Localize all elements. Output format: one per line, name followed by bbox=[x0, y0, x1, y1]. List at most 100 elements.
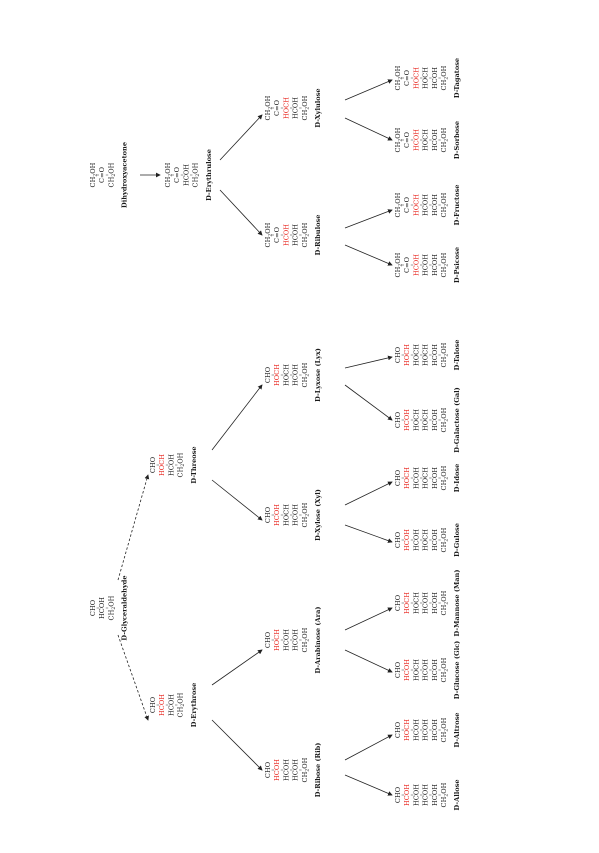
tagatose-structure: CH2OH C=O HOCH HOCH HCOH CH2OH D-Tagatose bbox=[394, 58, 461, 98]
galactose-structure: CHO HCOH HOCH HOCH HCOH CH2OH D-Galactose (Gal… bbox=[394, 387, 461, 453]
arrow-erythrose-arabinose bbox=[211, 649, 263, 686]
fructose-row-1: C=O bbox=[403, 196, 411, 213]
erythrose-row-3: CH2OH bbox=[177, 692, 187, 717]
xylulose-row-4: CH2OH bbox=[301, 95, 311, 120]
allose-row-5: CH2OH bbox=[440, 782, 450, 807]
arrow-xylulose-tagatose bbox=[344, 79, 393, 101]
ribulose-structure: CH2OH C=O HCOH HCOH CH2OH D-Ribulose bbox=[264, 215, 322, 256]
talose-row-4: HCOH bbox=[431, 344, 439, 366]
xylose-row-3: HCOH bbox=[292, 504, 300, 526]
ribulose-label: D-Ribulose bbox=[314, 215, 322, 256]
threose-structure: CHO HOCH HCOH CH2OH D-Threose bbox=[149, 446, 198, 483]
gulose-row-5: CH2OH bbox=[440, 527, 450, 552]
fructose-row-0: CH2OH bbox=[394, 192, 404, 217]
arrow-lyxose-galactose bbox=[344, 384, 393, 421]
galactose-row-3: HOCH bbox=[422, 409, 430, 431]
xylose-row-4: CH2OH bbox=[301, 502, 311, 527]
dihydroxyacetone-row-1: C=O bbox=[98, 166, 106, 183]
xylose-structure: CHO HCOH HOCH HCOH CH2OH D-Xylose (Xyl) bbox=[264, 489, 322, 541]
erythrose-row-1: HCOH bbox=[158, 694, 166, 716]
xylose-label: D-Xylose (Xyl) bbox=[314, 489, 322, 541]
mannose-row-4: HCOH bbox=[431, 592, 439, 614]
arabinose-structure: CHO HOCH HCOH HCOH CH2OH D-Arabinose (Ara) bbox=[264, 606, 322, 673]
sorbose-row-5: CH2OH bbox=[440, 127, 450, 152]
arabinose-row-1: HOCH bbox=[273, 629, 281, 651]
erythrulose-row-2: HCOH bbox=[182, 164, 190, 186]
galactose-label: D-Galactose (Gal) bbox=[453, 387, 461, 453]
idose-row-1: HOCH bbox=[403, 467, 411, 489]
arabinose-row-0: CHO bbox=[264, 631, 272, 648]
psicose-row-2: HCOH bbox=[412, 254, 420, 276]
mannose-row-0: CHO bbox=[394, 594, 402, 611]
allose-row-0: CHO bbox=[394, 786, 402, 803]
lyxose-structure: CHO HOCH HOCH HCOH CH2OH D-Lyxose (Lyx) bbox=[264, 348, 322, 402]
arrow-arabinose-mannose bbox=[344, 607, 393, 631]
tagatose-row-3: HOCH bbox=[422, 67, 430, 89]
arrow-ribose-altrose bbox=[344, 734, 393, 761]
dihydroxyacetone-row-2: CH2OH bbox=[107, 162, 117, 187]
fructose-row-5: CH2OH bbox=[440, 192, 450, 217]
arrow-glyceraldehyde-erythrose bbox=[117, 634, 149, 721]
idose-row-0: CHO bbox=[394, 469, 402, 486]
erythrulose-row-0: CH2OH bbox=[164, 162, 174, 187]
arrow-lyxose-talose bbox=[344, 355, 393, 369]
psicose-row-1: C=O bbox=[403, 256, 411, 273]
galactose-row-1: HCOH bbox=[403, 409, 411, 431]
glucose-row-1: HCOH bbox=[403, 659, 411, 681]
ribulose-row-0: CH2OH bbox=[264, 222, 274, 247]
idose-row-5: CH2OH bbox=[440, 465, 450, 490]
altrose-row-2: HCOH bbox=[412, 719, 420, 741]
talose-row-5: CH2OH bbox=[440, 342, 450, 367]
mannose-row-5: CH2OH bbox=[440, 590, 450, 615]
galactose-row-5: CH2OH bbox=[440, 407, 450, 432]
altrose-structure: CHO HOCH HCOH HCOH HCOH CH2OH D-Altrose bbox=[394, 712, 461, 747]
galactose-row-2: HOCH bbox=[412, 409, 420, 431]
arrow-erythrulose-ribulose bbox=[219, 189, 263, 236]
sorbose-row-0: CH2OH bbox=[394, 127, 404, 152]
gulose-row-1: HCOH bbox=[403, 529, 411, 551]
gulose-label: D-Gulose bbox=[453, 523, 461, 557]
altrose-row-0: CHO bbox=[394, 721, 402, 738]
idose-label: D-Idose bbox=[453, 464, 461, 493]
glucose-row-3: HCOH bbox=[422, 659, 430, 681]
erythrulose-row-3: CH2OH bbox=[192, 162, 202, 187]
arrow-ribulose-fructose bbox=[344, 209, 393, 229]
ribose-label: D-Ribose (Rib) bbox=[314, 743, 322, 798]
mannose-row-3: HCOH bbox=[422, 592, 430, 614]
glucose-row-5: CH2OH bbox=[440, 657, 450, 682]
sorbose-row-3: HOCH bbox=[422, 129, 430, 151]
lyxose-row-0: CHO bbox=[264, 366, 272, 383]
talose-row-2: HOCH bbox=[412, 344, 420, 366]
arabinose-row-4: CH2OH bbox=[301, 627, 311, 652]
arabinose-label: D-Arabinose (Ara) bbox=[314, 606, 322, 673]
psicose-row-5: CH2OH bbox=[440, 252, 450, 277]
gulose-row-3: HOCH bbox=[422, 529, 430, 551]
xylulose-row-2: HOCH bbox=[282, 97, 290, 119]
allose-row-4: HCOH bbox=[431, 784, 439, 806]
tagatose-row-5: CH2OH bbox=[440, 65, 450, 90]
allose-structure: CHO HCOH HCOH HCOH HCOH CH2OH D-Allose bbox=[394, 779, 461, 810]
tagatose-label: D-Tagatose bbox=[453, 58, 461, 98]
arrow-xylose-gulose bbox=[344, 524, 393, 543]
xylose-row-2: HOCH bbox=[282, 504, 290, 526]
dihydroxyacetone-structure: CH2OH C=O CH2OH Dihydroxyacetone bbox=[89, 142, 129, 208]
fructose-row-2: HOCH bbox=[412, 194, 420, 216]
allose-row-2: HCOH bbox=[412, 784, 420, 806]
xylulose-row-1: C=O bbox=[273, 99, 281, 116]
lyxose-row-4: CH2OH bbox=[301, 362, 311, 387]
tagatose-row-1: C=O bbox=[403, 69, 411, 86]
mannose-row-2: HOCH bbox=[412, 592, 420, 614]
arrow-glyceraldehyde-threose bbox=[117, 474, 150, 581]
fructose-label: D-Fructose bbox=[453, 185, 461, 226]
arabinose-row-3: HCOH bbox=[292, 629, 300, 651]
tagatose-row-2: HOCH bbox=[412, 67, 420, 89]
fructose-row-4: HCOH bbox=[431, 194, 439, 216]
glucose-structure: CHO HCOH HOCH HCOH HCOH CH2OH D-Glucose (Glc) bbox=[394, 641, 461, 700]
arrow-arabinose-glucose bbox=[344, 649, 393, 673]
gulose-row-4: HCOH bbox=[431, 529, 439, 551]
xylulose-structure: CH2OH C=O HOCH HCOH CH2OH D-Xylulose bbox=[264, 88, 322, 127]
psicose-row-4: HCOH bbox=[431, 254, 439, 276]
